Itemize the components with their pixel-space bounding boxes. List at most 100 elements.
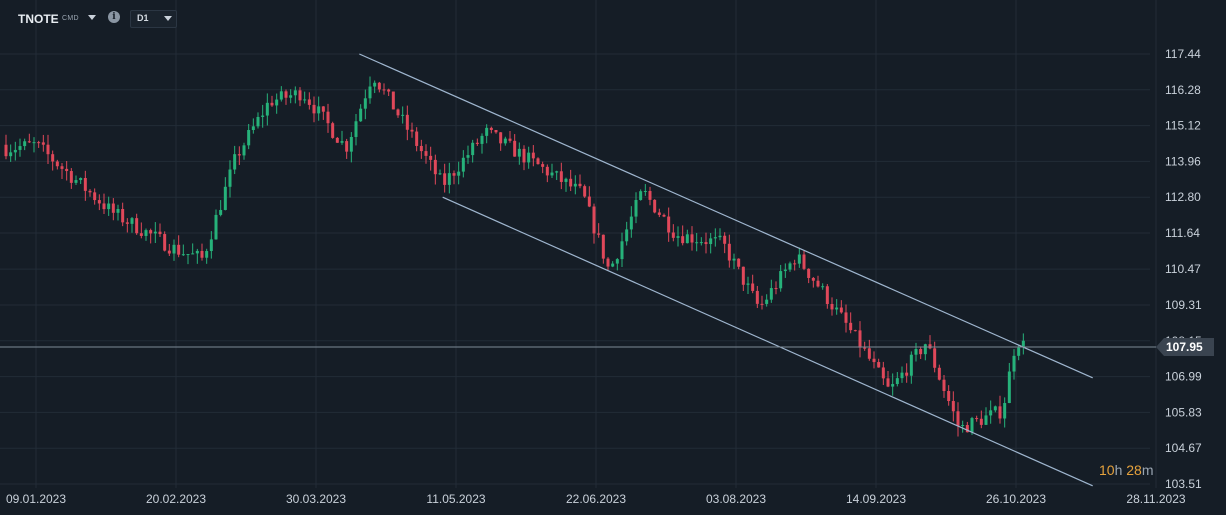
- candle-up: [228, 169, 232, 187]
- candle-down: [200, 250, 204, 258]
- x-tick-label: 09.01.2023: [6, 492, 66, 506]
- channel-line-lower[interactable]: [442, 196, 1093, 487]
- candle-up: [573, 183, 577, 187]
- candle-up: [643, 191, 647, 193]
- candle-up: [153, 231, 157, 234]
- y-tick-label: 113.96: [1165, 154, 1201, 168]
- candle-down: [37, 142, 41, 144]
- candle-up: [461, 157, 465, 172]
- candle-down: [727, 243, 731, 261]
- candle-up: [639, 191, 643, 200]
- candle-down: [933, 348, 937, 368]
- info-icon[interactable]: i: [108, 11, 120, 23]
- candle-down: [377, 82, 381, 90]
- candle-down: [741, 266, 745, 285]
- candle-down: [102, 203, 106, 210]
- candle-up: [18, 146, 22, 150]
- candle-down: [956, 411, 960, 426]
- trend-channel: [359, 53, 1093, 487]
- symbol-name[interactable]: TNOTE: [18, 12, 59, 26]
- candle-up: [247, 130, 251, 146]
- candle-up: [401, 114, 405, 116]
- timeframe-select[interactable]: D1: [130, 10, 177, 28]
- candle-down: [167, 250, 171, 254]
- y-axis: 117.44 116.28 115.12 113.96 112.80 111.64 110.…: [1165, 47, 1202, 491]
- candle-down: [947, 391, 951, 402]
- candle-up: [835, 307, 839, 310]
- candle-up: [1007, 371, 1011, 404]
- candle-up: [923, 344, 927, 355]
- candle-up: [1017, 347, 1021, 356]
- candle-down: [111, 203, 115, 213]
- candle-up: [788, 263, 792, 270]
- candle-down: [382, 89, 386, 91]
- y-tick-label: 116.28: [1165, 83, 1201, 97]
- candle-up: [289, 95, 293, 98]
- candle-down: [919, 349, 923, 355]
- chevron-down-icon: [164, 16, 172, 21]
- y-tick-label: 104.67: [1165, 441, 1202, 455]
- candle-down: [429, 155, 433, 160]
- candle-up: [485, 127, 489, 136]
- candle-down: [391, 91, 395, 110]
- candle-countdown: 10h 28m: [1099, 462, 1154, 478]
- candle-down: [662, 214, 666, 217]
- y-tick-label: 105.83: [1165, 405, 1202, 419]
- candle-up: [900, 372, 904, 379]
- candle-down: [177, 244, 181, 255]
- candle-down: [531, 152, 535, 159]
- candle-up: [480, 135, 484, 144]
- candle-up: [517, 148, 521, 157]
- candle-up: [74, 180, 78, 183]
- candle-down: [681, 236, 685, 244]
- candle-down: [825, 286, 829, 304]
- candle-down: [587, 196, 591, 207]
- candle-down: [545, 166, 549, 176]
- candle-down: [4, 144, 8, 157]
- channel-line-upper[interactable]: [359, 53, 1093, 379]
- candle-down: [998, 406, 1002, 419]
- candle-up: [214, 214, 218, 240]
- candle-down: [690, 234, 694, 243]
- candle-down: [881, 367, 885, 379]
- candle-down: [452, 173, 456, 176]
- candle-up: [186, 254, 190, 256]
- candle-down: [51, 154, 55, 162]
- candle-down: [387, 89, 391, 92]
- candle-down: [335, 137, 339, 143]
- candle-up: [275, 99, 279, 106]
- candle-down: [816, 280, 820, 287]
- candle-down: [284, 91, 288, 98]
- candle-down: [849, 322, 853, 331]
- candle-down: [755, 290, 759, 304]
- candle-down: [606, 258, 610, 267]
- candle-down: [69, 171, 73, 183]
- candle-down: [559, 171, 563, 182]
- candle-up: [713, 237, 717, 239]
- candle-down: [667, 216, 671, 233]
- candle-down: [653, 199, 657, 213]
- candle-down: [522, 148, 526, 163]
- candle-up: [368, 86, 372, 99]
- symbol-dropdown-icon[interactable]: [88, 15, 96, 20]
- x-tick-label: 11.05.2023: [426, 492, 485, 506]
- candle-up: [765, 299, 769, 304]
- candle-down: [312, 104, 316, 114]
- toolbar: TNOTE CMD i D1: [0, 0, 400, 34]
- candle-up: [797, 254, 801, 264]
- candle-up: [359, 108, 363, 122]
- candle-down: [839, 307, 843, 313]
- candle-down: [419, 145, 423, 152]
- candle-down: [345, 141, 349, 152]
- candle-down: [443, 173, 447, 185]
- candle-down: [88, 190, 92, 193]
- candle-down: [583, 186, 587, 197]
- candle-down: [321, 106, 325, 112]
- candle-up: [107, 203, 111, 210]
- y-tick-label: 111.64: [1165, 226, 1200, 240]
- candle-down: [415, 131, 419, 146]
- candle-up: [209, 239, 213, 252]
- candle-up: [191, 253, 195, 255]
- y-tick-label: 110.47: [1165, 262, 1201, 276]
